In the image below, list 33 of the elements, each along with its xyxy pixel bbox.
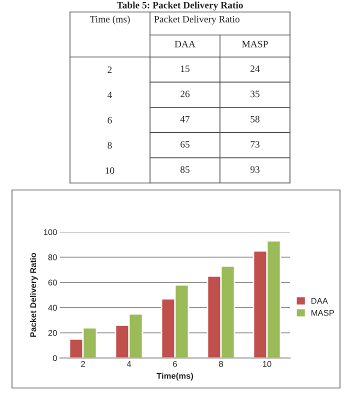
y-tick-label: 100 xyxy=(44,229,57,236)
x-tick-label: 2 xyxy=(81,361,85,367)
y-tick-label: 4 xyxy=(107,92,112,98)
y-tick-label: 2 xyxy=(108,66,112,73)
data-label: 24 xyxy=(250,66,260,72)
x-tick-label: 8 xyxy=(219,361,223,367)
data-label: 26 xyxy=(180,90,190,98)
legend-label: DAA xyxy=(312,298,328,304)
y-tick-label: 0 xyxy=(52,355,57,362)
x-axis-title: Time(ms) xyxy=(156,372,194,380)
y-tick-label: 6 xyxy=(108,116,112,124)
data-label: 58 xyxy=(250,116,260,122)
data-label: 35 xyxy=(250,90,260,98)
y-tick-label: 8 xyxy=(108,142,112,149)
y-axis-title: Packet Delivery Ratio xyxy=(30,252,38,337)
data-label: 15 xyxy=(180,66,190,72)
x-tick-label: 4 xyxy=(126,361,132,367)
data-label: 73 xyxy=(250,141,260,148)
y-tick-label: 10 xyxy=(106,167,114,174)
y-tick-label: 20 xyxy=(48,330,57,336)
text: Time (ms) xyxy=(90,16,130,24)
data-label: 85 xyxy=(180,166,190,173)
x-tick-label: 10 xyxy=(263,361,272,367)
legend-label: MASP xyxy=(312,310,334,316)
y-tick-label: 60 xyxy=(48,280,57,286)
text: Packet Delivery Ratio xyxy=(154,16,240,24)
data-label: 93 xyxy=(250,166,260,173)
y-tick-label: 80 xyxy=(48,254,57,260)
chart-title: Table 5: Packet Delivery Ratio xyxy=(116,2,243,10)
x-tick-label: 6 xyxy=(173,361,177,367)
y-tick-label: 40 xyxy=(48,304,57,311)
data-label: 47 xyxy=(180,116,190,122)
data-label: 65 xyxy=(180,141,190,148)
